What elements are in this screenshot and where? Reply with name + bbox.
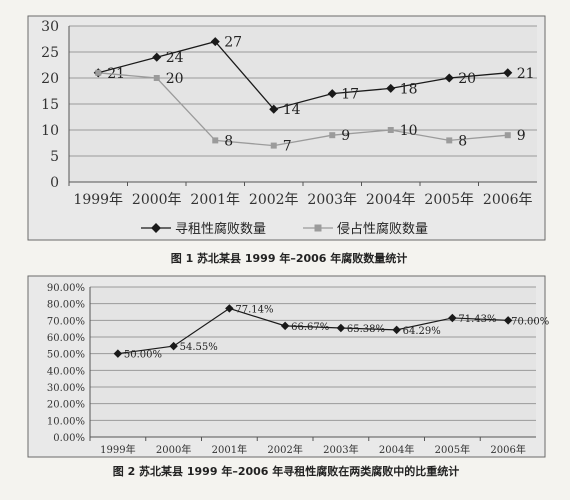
chart1-y-tick-label: 10 [41, 123, 59, 139]
chart2-y-tick-label: 70.00% [47, 316, 85, 327]
chart1-x-tick-label: 2004年 [366, 192, 416, 208]
chart1-x-tick-label: 2000年 [132, 192, 182, 208]
chart2-y-tick-label: 10.00% [47, 416, 85, 427]
chart2-series-point [503, 316, 513, 325]
chart2-y-tick-label: 30.00% [47, 383, 85, 394]
chart2-plot-area [90, 287, 536, 437]
chart1-y-tick-label: 15 [41, 97, 59, 113]
chart1-x-tick-label: 2003年 [307, 192, 357, 208]
chart1-series-1-data-label: 17 [341, 87, 359, 103]
chart2-series-point [392, 325, 401, 335]
chart2-x-tick-label: 2000年 [156, 443, 191, 456]
chart2-y-tick-label: 90.00% [47, 283, 85, 294]
chart1-series-1-point [444, 73, 454, 83]
chart1-x-tick-label: 2002年 [249, 192, 299, 208]
chart2-data-label: 50.00% [124, 350, 162, 361]
chart2-y-ticks: 0.00% 10.00% 20.00% 30.00% 40.00% 50.00% 60.00… [47, 283, 85, 444]
chart2-data-label: 71.43% [458, 314, 496, 325]
chart2-data-label: 77.14% [235, 304, 273, 315]
chart1-y-tick-label: 30 [41, 19, 59, 35]
legend-label-series-2: 侵占性腐败数量 [337, 221, 428, 237]
chart1-series-1-data-label: 24 [166, 50, 184, 66]
chart1-y-tick-label: 25 [41, 45, 59, 61]
chart2-series-point [448, 313, 457, 323]
chart1-x-ticks: 1999年 2000年 2001年 2002年 2003年 2004年 2005年 2006年 [68, 182, 533, 208]
chart1-series-2-data-label: 9 [341, 128, 350, 144]
chart1-series-2-data-label: 10 [400, 123, 418, 139]
chart1-series-1-line [98, 40, 508, 110]
chart2-series-point [225, 304, 234, 313]
legend-label-series-1: 寻租性腐败数量 [175, 222, 266, 237]
chart1-x-tick-label: 1999年 [73, 192, 123, 208]
chart2-x-tick-label: 2004年 [379, 443, 414, 456]
chart1-y-tick-label: 5 [50, 149, 59, 165]
chart1-series-2-data-label: 9 [517, 128, 526, 144]
chart2-series-point [169, 341, 178, 351]
chart1-series-2-point [446, 137, 453, 144]
chart1-series-1-data-label: 21 [517, 66, 535, 82]
chart1-series-2-data-label: 7 [283, 139, 292, 155]
chart1-caption: 图 1 苏北某县 1999 年–2006 年腐败数量统计 [171, 251, 408, 265]
chart1-series-1-point [210, 37, 220, 47]
chart1-series-2-point [153, 75, 160, 81]
chart2-x-tick-label: 2001年 [212, 443, 247, 456]
chart1-x-tick-label: 2006年 [483, 192, 533, 208]
chart1-series-1-data-label: 27 [224, 35, 242, 51]
chart2-series: 50.00% 54.55% 77.14% 66.67% 65.38% 64.29% 71.4… [113, 304, 549, 361]
chart1-series-2-point [504, 132, 511, 139]
chart1-series-1-data-label: 14 [283, 102, 301, 118]
chart1-y-ticks: 0 5 10 15 20 25 30 [41, 19, 59, 191]
chart1-legend: 寻租性腐败数量 侵占性腐败数量 [141, 221, 428, 237]
chart1-series-1-point [269, 104, 279, 114]
chart2-x-tick-label: 2005年 [435, 443, 470, 456]
chart2-data-label: 64.29% [403, 326, 441, 337]
chart2-y-tick-label: 40.00% [47, 366, 85, 377]
chart2-data-label: 70.00% [511, 316, 549, 327]
chart2-series-point [280, 321, 290, 331]
chart2-x-tick-label: 2006年 [490, 443, 525, 456]
chart1-x-tick-label: 2005年 [424, 192, 474, 208]
chart1-series-2-point [212, 137, 219, 144]
chart2-series-point [336, 323, 346, 333]
chart1-series-2-data-label: 20 [166, 71, 184, 87]
chart1-x-tick-label: 2001年 [190, 192, 240, 208]
chart1-series-2-point [270, 142, 277, 149]
chart1-series-2-point [329, 132, 336, 139]
chart2-x-ticks: 1999年 2000年 2001年 2002年 2003年 2004年 2005年 2006年 [89, 437, 526, 456]
chart2-y-tick-label: 0.00% [53, 433, 85, 444]
chart1-series-1-point [152, 52, 162, 62]
chart1-series-1-data-label: 20 [458, 71, 476, 87]
chart2-gridlines [89, 286, 536, 438]
chart2-data-label: 66.67% [291, 322, 329, 333]
legend-marker-series-2 [314, 224, 322, 232]
chart2-y-tick-label: 80.00% [47, 300, 85, 311]
chart2-caption: 图 2 苏北某县 1999 年–2006 年寻租性腐败在两类腐败中的比重统计 [113, 464, 460, 478]
chart1-series-2-point [95, 69, 102, 76]
chart2-x-tick-label: 1999年 [100, 443, 135, 456]
chart2-data-label: 54.55% [180, 342, 218, 353]
chart1-series-2-line [98, 72, 508, 147]
chart1-series-2-data-label: 8 [224, 133, 233, 149]
chart2-y-tick-label: 20.00% [47, 400, 85, 411]
chart1-series-2-point [387, 127, 394, 133]
chart2-y-tick-label: 50.00% [47, 350, 85, 361]
chart2-series-line [117, 307, 509, 355]
chart2-x-tick-label: 2002年 [267, 443, 302, 456]
legend-marker-series-1 [151, 223, 161, 233]
chart2-series-point [113, 349, 123, 358]
chart1-series-1-point [327, 89, 337, 99]
chart2-x-tick-label: 2003年 [323, 443, 358, 456]
chart1-y-tick-label: 20 [41, 71, 59, 87]
chart1-gridlines [68, 25, 537, 183]
chart1-y-tick-label: 0 [50, 175, 59, 191]
chart2-y-tick-label: 60.00% [47, 333, 85, 344]
chart1-series-2-data-label: 8 [458, 133, 467, 149]
chart1-series-1-data-label: 18 [400, 81, 418, 97]
chart2-data-label: 65.38% [347, 324, 385, 335]
